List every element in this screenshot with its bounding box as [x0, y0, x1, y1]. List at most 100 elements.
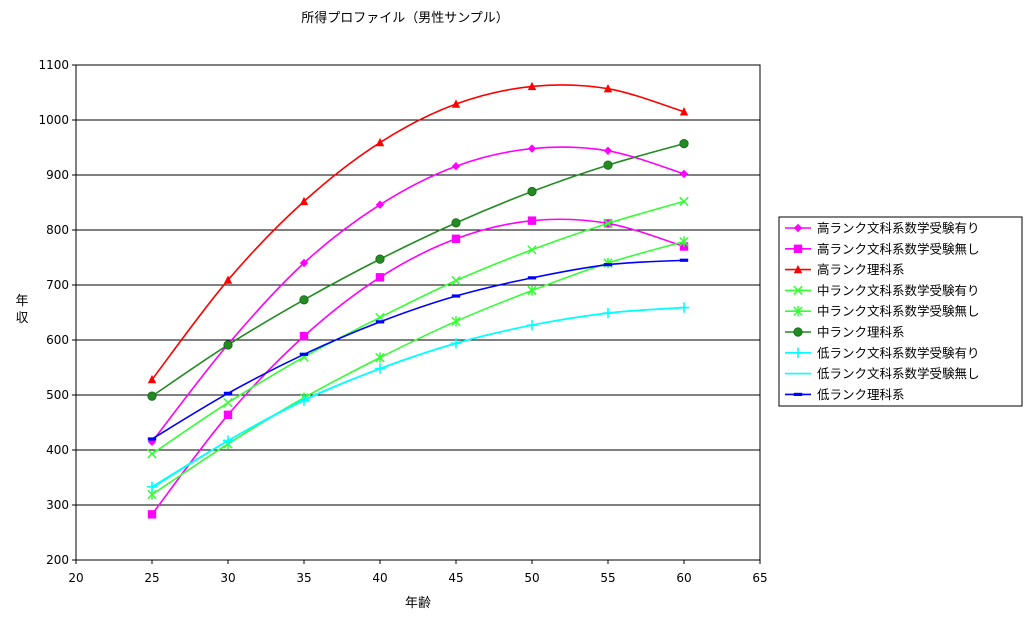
- y-tick-label: 400: [46, 443, 69, 457]
- x-axis-ticks: 20 25 30 35 40 45 50 55 60 65: [68, 560, 768, 585]
- data-point: [223, 275, 233, 284]
- data-point: [527, 81, 537, 91]
- data-point: [223, 410, 233, 419]
- y-axis-label: 年収: [15, 294, 28, 326]
- data-point: [679, 258, 689, 262]
- x-tick-label: 30: [220, 571, 235, 585]
- series-9: [147, 258, 689, 441]
- legend-item: 低ランク文科系数学受験無し: [785, 366, 980, 381]
- legend-label: 中ランク文科系数学受験無し: [817, 304, 980, 319]
- legend-item: 高ランク文科系数学受験無し: [785, 241, 980, 256]
- x-axis-label: 年齢: [405, 596, 431, 611]
- data-point: [603, 218, 613, 229]
- x-tick-label: 35: [296, 571, 311, 585]
- data-point: [299, 295, 309, 305]
- data-point: [451, 294, 461, 298]
- data-point: [375, 320, 385, 324]
- legend-box: [778, 216, 1023, 407]
- legend-label: 低ランク文科系数学受験無し: [817, 366, 980, 381]
- y-tick-label: 700: [46, 278, 69, 292]
- x-tick-label: 45: [448, 571, 463, 585]
- series-3: [147, 81, 689, 384]
- legend-label: 中ランク文科系数学受験有り: [817, 283, 980, 298]
- y-tick-label: 200: [46, 553, 69, 567]
- data-point: [679, 196, 689, 207]
- x-tick-label: 60: [676, 571, 691, 585]
- x-tick-label: 65: [752, 571, 767, 585]
- legend-swatch-marker: [793, 285, 803, 296]
- data-point: [375, 254, 385, 264]
- data-point: [527, 216, 537, 225]
- data-point: [451, 99, 461, 108]
- data-point: [451, 234, 461, 243]
- data-point: [679, 139, 689, 149]
- data-point: [147, 374, 157, 384]
- legend-item: 低ランク理科系: [785, 387, 905, 402]
- data-point: [679, 236, 689, 247]
- legend-label: 低ランク理科系: [817, 387, 905, 402]
- legend-swatch-marker: [793, 223, 803, 233]
- y-tick-label: 800: [46, 223, 69, 237]
- legend-swatch-marker: [793, 327, 803, 337]
- y-tick-label: 1000: [38, 113, 69, 127]
- legend-item: 中ランク理科系: [785, 325, 905, 340]
- y-tick-label: 300: [46, 498, 69, 512]
- legend-item: 高ランク文科系数学受験有り: [785, 221, 980, 236]
- data-point: [603, 146, 613, 155]
- data-point: [223, 397, 233, 408]
- data-point: [679, 107, 689, 116]
- legend-item: 中ランク文科系数学受験有り: [785, 283, 980, 298]
- data-point: [146, 481, 158, 493]
- data-point: [527, 186, 537, 197]
- legend-swatch-marker: [792, 347, 804, 358]
- series-line: [151, 306, 685, 489]
- data-point: [527, 276, 537, 280]
- x-tick-label: 25: [144, 571, 159, 585]
- x-tick-label: 50: [524, 571, 539, 585]
- legend-item: 低ランク文科系数学受験有り: [785, 345, 980, 360]
- data-point: [299, 331, 309, 341]
- legend-swatch-marker: [793, 306, 803, 317]
- data-point: [299, 196, 309, 206]
- data-point: [375, 137, 385, 147]
- x-tick-label: 20: [68, 571, 83, 585]
- legend-label: 高ランク理科系: [817, 262, 905, 277]
- legend: 高ランク文科系数学受験有り高ランク文科系数学受験無し高ランク理科系中ランク文科系…: [778, 216, 1023, 407]
- y-tick-label: 600: [46, 333, 69, 347]
- data-point: [375, 273, 385, 282]
- y-tick-label: 1100: [38, 58, 69, 72]
- y-axis-ticks: 200 300 400 500 600 700 800 900 1000 1100: [38, 58, 76, 567]
- y-tick-label: 500: [46, 388, 69, 402]
- data-point: [451, 162, 461, 171]
- data-point: [603, 160, 613, 170]
- series-layer: [146, 81, 690, 519]
- x-tick-label: 55: [600, 571, 615, 585]
- data-point: [527, 144, 537, 153]
- legend-swatch-marker: [793, 392, 803, 396]
- series-line: [151, 142, 685, 397]
- plot-area: [75, 64, 761, 561]
- data-point: [147, 510, 157, 519]
- series-8: [151, 306, 685, 489]
- legend-swatch-marker: [793, 264, 803, 274]
- data-point: [223, 340, 233, 350]
- data-point: [603, 263, 613, 267]
- data-point: [451, 316, 461, 327]
- data-point: [147, 449, 157, 459]
- series-line: [151, 200, 685, 455]
- data-point: [147, 437, 157, 441]
- data-point: [147, 391, 157, 401]
- legend-label: 低ランク文科系数学受験有り: [817, 345, 980, 360]
- data-point: [451, 218, 461, 228]
- data-point: [375, 200, 385, 209]
- legend-label: 高ランク文科系数学受験有り: [817, 221, 980, 236]
- data-point: [147, 437, 157, 446]
- data-point: [527, 245, 537, 255]
- y-tick-label: 900: [46, 168, 69, 182]
- data-point: [299, 258, 309, 268]
- gridlines: [76, 119, 760, 506]
- legend-label: 高ランク文科系数学受験無し: [817, 241, 980, 256]
- legend-item: 高ランク理科系: [785, 262, 905, 277]
- x-tick-label: 40: [372, 571, 387, 585]
